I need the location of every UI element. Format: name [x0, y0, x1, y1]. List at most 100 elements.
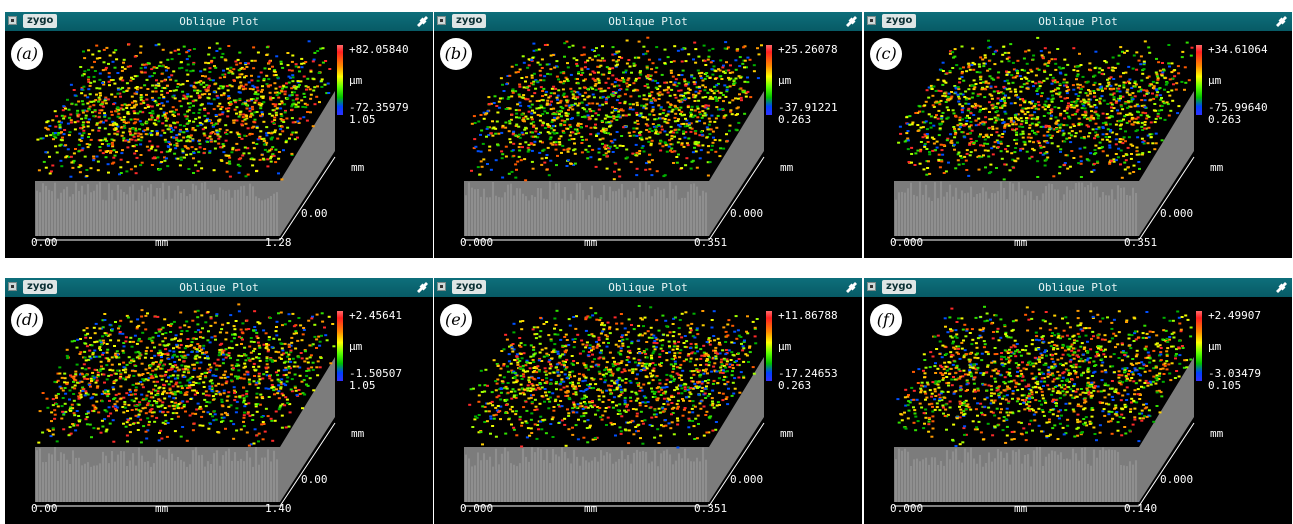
wrench-icon[interactable] — [846, 15, 858, 27]
surface-mesh-cell — [93, 76, 96, 78]
surface-mesh-cell — [207, 97, 210, 99]
surface-mesh-cell — [268, 68, 271, 70]
surface-mesh-cell — [193, 152, 196, 154]
surface-mesh-cell — [1119, 97, 1122, 99]
surface-mesh-cell — [518, 150, 521, 152]
surface-mesh-cell — [925, 101, 928, 103]
surface-mesh-cell — [648, 95, 651, 97]
surface-mesh-cell — [1118, 120, 1121, 122]
surface-mesh-cell — [537, 133, 540, 135]
surface-mesh-cell — [563, 124, 566, 126]
surface-mesh-cell — [227, 72, 230, 74]
surface-mesh-cell — [935, 101, 938, 103]
surface-mesh-cell — [299, 118, 302, 120]
surface-mesh-cell — [226, 85, 229, 87]
surface-mesh-cell — [174, 126, 177, 128]
surface-mesh-cell — [616, 85, 619, 87]
surface-mesh-cell — [613, 118, 616, 120]
surface-mesh-cell — [116, 72, 119, 74]
surface-mesh-cell — [519, 69, 522, 71]
surface-mesh-cell — [318, 72, 321, 74]
surface-mesh-cell — [87, 69, 90, 71]
surface-mesh-cell — [704, 86, 707, 88]
surface-mesh-cell — [1079, 130, 1082, 132]
surface-mesh-cell — [527, 105, 530, 107]
surface-mesh-cell — [93, 327, 96, 329]
window-titlebar[interactable]: zygo Oblique Plot — [434, 12, 862, 31]
surface-mesh-cell — [1157, 115, 1160, 117]
surface-mesh-cell — [1032, 141, 1035, 143]
surface-mesh-cell — [161, 379, 164, 381]
surface-mesh-cell — [935, 114, 938, 116]
surface-mesh-cell — [215, 123, 218, 125]
surface-mesh-cell — [638, 150, 641, 152]
surface-mesh-cell — [196, 125, 199, 127]
surface-mesh-cell — [970, 85, 973, 87]
surface-mesh-cell — [1143, 128, 1146, 130]
surface-mesh-cell — [934, 116, 937, 118]
surface-mesh-cell — [1176, 112, 1179, 114]
surface-mesh-cell — [598, 109, 601, 111]
surface-mesh-cell — [1026, 82, 1029, 84]
surface-mesh-cell — [684, 164, 687, 166]
surface-mesh-cell — [219, 77, 222, 79]
surface-mesh-cell — [223, 92, 226, 94]
window-titlebar[interactable]: zygo Oblique Plot — [864, 12, 1292, 31]
wrench-icon[interactable] — [417, 15, 429, 27]
surface-mesh-cell — [218, 103, 221, 105]
y-axis-start: 0.00 — [301, 208, 328, 220]
surface-mesh-cell — [185, 69, 188, 71]
surface-mesh-cell — [518, 134, 521, 136]
surface-mesh-cell — [701, 110, 704, 112]
surface-mesh-cell — [1035, 74, 1038, 76]
surface-mesh-cell — [185, 51, 188, 53]
surface-mesh-cell — [1072, 69, 1075, 71]
surface-mesh-cell — [1052, 175, 1055, 177]
surface-mesh-cell — [1043, 71, 1046, 73]
surface-mesh-cell — [739, 56, 742, 58]
window-titlebar[interactable]: zygo Oblique Plot — [5, 12, 433, 31]
surface-mesh-cell — [1159, 70, 1162, 72]
surface-mesh-cell — [597, 78, 600, 80]
surface-mesh-cell — [142, 100, 145, 102]
surface-mesh-cell — [573, 143, 576, 145]
surface-mesh-cell — [694, 133, 697, 135]
surface-mesh-cell — [69, 131, 72, 133]
surface-plot-area[interactable] — [434, 31, 862, 258]
surface-mesh-cell — [539, 70, 542, 72]
surface-mesh-cell — [928, 151, 931, 153]
surface-mesh-cell — [130, 77, 133, 79]
surface-plot-area[interactable] — [864, 31, 1292, 258]
wrench-icon[interactable] — [1276, 15, 1288, 27]
surface-mesh-cell — [110, 94, 113, 96]
surface-mesh-cell — [526, 87, 529, 89]
surface-mesh-cell — [495, 105, 498, 107]
surface-mesh-cell — [585, 139, 588, 141]
surface-mesh-cell — [92, 104, 95, 106]
surface-mesh-cell — [245, 84, 248, 86]
window-titlebar[interactable]: zygo Oblique Plot — [5, 278, 433, 297]
surface-mesh-cell — [629, 107, 632, 109]
surface-mesh-cell — [294, 330, 297, 332]
surface-mesh-cell — [186, 401, 189, 403]
surface-mesh-cell — [262, 121, 265, 123]
surface-mesh-cell — [98, 97, 101, 99]
surface-mesh-cell — [79, 66, 82, 68]
surface-mesh-cell — [961, 72, 964, 74]
surface-mesh-cell — [71, 103, 74, 105]
surface-mesh-cell — [549, 68, 552, 70]
surface-mesh-cell — [54, 132, 57, 134]
surface-mesh-cell — [1110, 76, 1113, 78]
surface-mesh-cell — [572, 45, 575, 47]
surface-plot-area[interactable] — [5, 297, 433, 524]
surface-mesh-cell — [68, 117, 71, 119]
surface-mesh-cell — [162, 96, 165, 98]
surface-mesh-cell — [700, 72, 703, 74]
surface-mesh-cell — [1005, 74, 1008, 76]
surface-mesh-cell — [974, 149, 977, 151]
surface-plot-area[interactable] — [5, 31, 433, 258]
surface-mesh-cell — [1025, 108, 1028, 110]
wrench-icon[interactable] — [417, 281, 429, 293]
surface-mesh-cell — [697, 56, 700, 58]
surface-mesh-cell — [672, 132, 675, 134]
